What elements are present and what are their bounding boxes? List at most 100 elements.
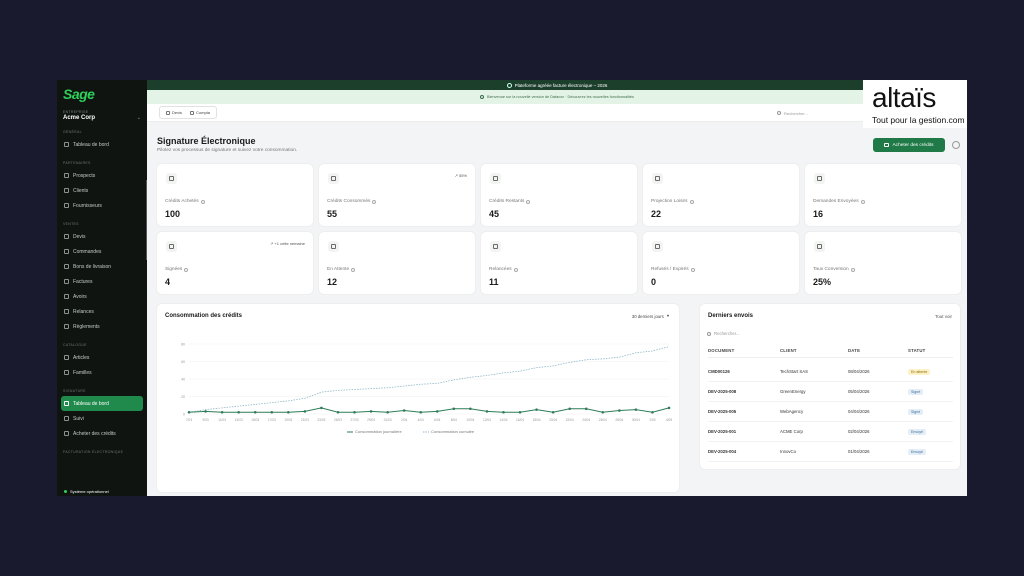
sidebar-item[interactable]: Devis xyxy=(57,229,147,244)
nav-icon xyxy=(64,370,69,375)
sidebar-item[interactable]: Articles xyxy=(57,350,147,365)
sidebar-nav: GÉNÉRAL Tableau de bord PARTENAIRES Prospec… xyxy=(57,130,147,454)
search-input[interactable]: Rechercher... xyxy=(777,108,857,118)
column-header[interactable]: CLIENT xyxy=(780,348,797,353)
sidebar-item[interactable]: Bons de livraison xyxy=(57,259,147,274)
x-tick-label: 11/03 xyxy=(218,418,226,422)
info-icon[interactable] xyxy=(200,199,205,204)
recent-search-input[interactable]: Rechercher... xyxy=(707,331,740,336)
document-icon xyxy=(166,110,170,115)
sidebar-item[interactable]: Relances xyxy=(57,304,147,319)
date-cell: 05/04/2026 xyxy=(848,389,870,394)
sidebar-item-label: Commandes xyxy=(73,248,102,255)
sidebar-section-title: FACTURATION ÉLECTRONIQUE xyxy=(63,450,124,454)
data-point xyxy=(452,407,456,411)
sidebar-scrollbar[interactable] xyxy=(145,180,147,260)
tab-label: Devis xyxy=(172,110,183,115)
data-point xyxy=(353,410,356,414)
app-tabs: Devis Compta xyxy=(159,106,218,119)
info-icon[interactable] xyxy=(850,267,855,272)
info-icon[interactable] xyxy=(351,267,356,272)
info-icon[interactable] xyxy=(513,267,518,272)
x-tick-label: 16/04 xyxy=(516,418,524,422)
sidebar-item[interactable]: Avoirs xyxy=(57,289,147,304)
table-row[interactable]: CMD00126 TechStart SAS 08/04/2026 En attent… xyxy=(708,362,953,382)
sidebar-item[interactable]: Factures xyxy=(57,274,147,289)
x-tick-label: 13/03 xyxy=(235,418,243,422)
stat-label-row: Crédits Achetés xyxy=(165,199,205,204)
table-row[interactable]: DEV-2025-008 GreenEnergy 05/04/2026 Signé xyxy=(708,382,953,402)
entreprise-selector[interactable]: Acme Corp ⌄ xyxy=(57,114,147,121)
sidebar-item-label: Avoirs xyxy=(73,293,87,300)
sidebar-item-label: Fournisseurs xyxy=(73,202,102,209)
nav-icon xyxy=(64,279,69,284)
buy-credits-button[interactable]: Acheter des crédits xyxy=(873,138,945,152)
info-icon[interactable] xyxy=(372,199,377,204)
main-content: Plateforme agréée facture électronique –… xyxy=(147,80,967,496)
nav-icon xyxy=(64,264,69,269)
table-row[interactable]: DEV-2025-001 ACME Corp 02/04/2026 Envoyé xyxy=(708,422,953,442)
sidebar-item[interactable]: Clients xyxy=(57,183,147,198)
stat-label-row: Signées xyxy=(165,267,189,272)
x-tick-label: 19/03 xyxy=(284,418,292,422)
x-tick-label: 15/03 xyxy=(251,418,259,422)
data-point xyxy=(601,410,605,414)
status-cell: Envoyé xyxy=(908,428,953,435)
info-icon[interactable] xyxy=(690,267,695,272)
stat-label: Relancées xyxy=(489,267,512,272)
sidebar-item-label: Prospects xyxy=(73,172,96,179)
sidebar-item[interactable]: Familles xyxy=(57,365,147,380)
tab-devis[interactable]: Devis xyxy=(163,109,185,116)
status-dot-icon xyxy=(64,489,67,493)
x-tick-label: 27/03 xyxy=(351,418,359,422)
sidebar-item[interactable]: Tableau de bord xyxy=(61,396,143,411)
data-point xyxy=(419,410,423,414)
data-point xyxy=(502,410,505,414)
search-icon xyxy=(707,331,711,336)
sidebar-item-label: Factures xyxy=(73,278,93,285)
sidebar-item-label: Clients xyxy=(73,187,89,194)
series-line-cumulee xyxy=(188,346,670,413)
stat-label: Taux Conversion xyxy=(813,267,849,272)
info-icon[interactable] xyxy=(526,199,531,204)
sidebar-item[interactable]: Règlements xyxy=(57,319,147,334)
nav-icon xyxy=(64,416,69,421)
credits-line-chart: 0 20 40 60 80 7/03 9/03 11/03 13/03 15/03 17/03 19/… xyxy=(181,343,672,435)
document-cell: CMD00126 xyxy=(708,369,730,374)
sidebar-item[interactable]: Commandes xyxy=(57,244,147,259)
client-cell: InnovCo xyxy=(780,449,797,454)
data-point xyxy=(518,410,522,414)
x-tick-label: 21/03 xyxy=(301,418,309,422)
x-tick-label: 8/04 xyxy=(451,418,457,422)
tab-compta[interactable]: Compta xyxy=(187,109,213,116)
settings-icon[interactable] xyxy=(952,141,960,149)
sidebar-item[interactable]: Suivi xyxy=(57,411,147,426)
sidebar-item[interactable]: Tableau de bord xyxy=(57,137,147,152)
sidebar-item-label: Acheter des crédits xyxy=(73,430,116,437)
sidebar-section-title: PARTENAIRES xyxy=(63,161,91,165)
date-cell: 02/04/2026 xyxy=(848,429,870,434)
info-icon[interactable] xyxy=(689,199,694,204)
period-select[interactable]: 30 derniers jours ▾ xyxy=(632,313,669,319)
stat-value: 45 xyxy=(489,209,500,219)
altais-tagline: Tout pour la gestion.com xyxy=(872,115,965,125)
x-tick-label: 26/04 xyxy=(599,418,607,422)
info-icon[interactable] xyxy=(184,267,189,272)
sidebar-item[interactable]: Acheter des crédits xyxy=(57,426,147,441)
y-tick-label: 80 xyxy=(181,343,185,347)
see-all-link[interactable]: Tout voir xyxy=(934,314,952,319)
sidebar-item[interactable]: Fournisseurs xyxy=(57,198,147,213)
document-cell: DEV-2025-005 xyxy=(708,409,737,414)
stat-value: 16 xyxy=(813,209,824,219)
column-header[interactable]: DOCUMENT xyxy=(708,348,735,353)
table-row[interactable]: DEV-2025-005 WebAgency 04/04/2026 Signé xyxy=(708,402,953,422)
system-status-text: Système opérationnel xyxy=(70,488,109,494)
info-icon xyxy=(480,95,485,99)
sidebar-item-label: Familles xyxy=(73,369,92,376)
column-header[interactable]: STATUT xyxy=(908,348,926,353)
nav-icon xyxy=(64,294,69,299)
sidebar-item[interactable]: Prospects xyxy=(57,168,147,183)
info-icon[interactable] xyxy=(860,199,865,204)
table-row[interactable]: DEV-2025-004 InnovCo 01/04/2026 Envoyé xyxy=(708,442,953,462)
column-header[interactable]: DATE xyxy=(848,348,861,353)
